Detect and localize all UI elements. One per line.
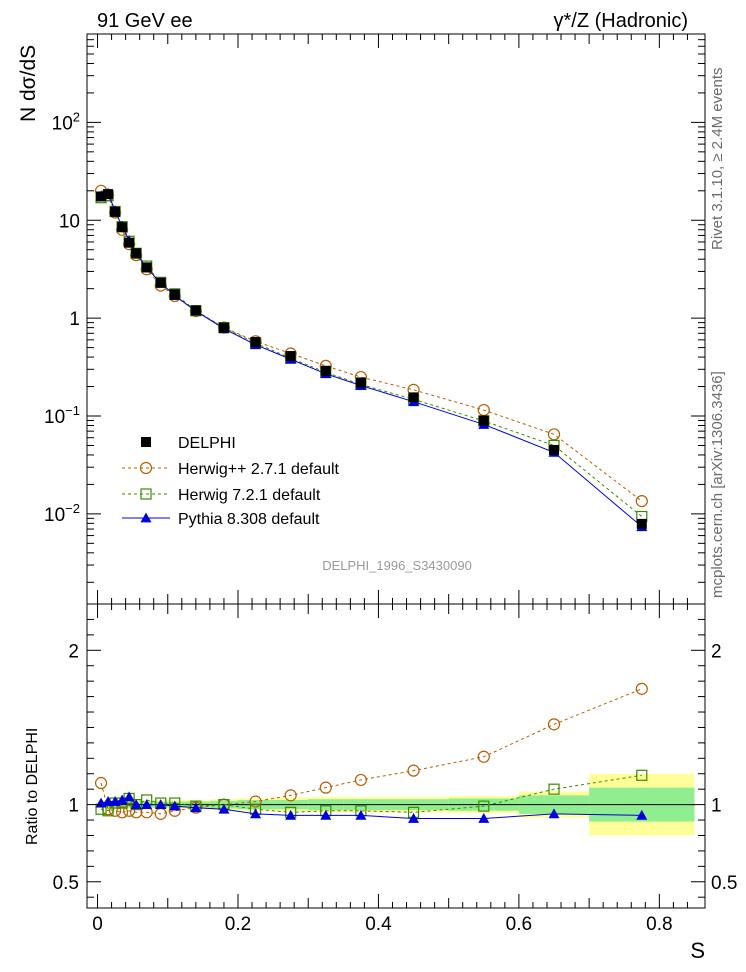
ratio-point [548, 783, 560, 795]
main-y-tick-label: 10−1 [44, 403, 80, 428]
ratio-point [285, 809, 297, 820]
data-point [169, 289, 180, 300]
ratio-point [218, 803, 230, 814]
data-point [96, 191, 107, 202]
ratio-point [548, 808, 560, 819]
data-point [355, 377, 366, 388]
ratio-point [123, 791, 135, 802]
data-point [636, 518, 647, 529]
main-y-tick-label: 1 [69, 309, 80, 330]
ratio-point [478, 812, 490, 823]
main-y-tick-label: 102 [52, 109, 80, 134]
ratio-point [130, 799, 142, 810]
mcplots-side-label: mcplots.cern.ch [arXiv:1306.3436] [709, 371, 726, 598]
data-point [131, 248, 142, 259]
ratio-point [102, 796, 114, 806]
ratio-y-tick-label-right: 0.5 [711, 873, 737, 894]
legend-label: Herwig++ 2.7.1 default [178, 461, 340, 478]
ratio-point [190, 802, 202, 813]
data-point [141, 262, 152, 273]
legend-label: DELPHI [178, 435, 236, 452]
ratio-point [408, 812, 420, 823]
ratio-point [250, 808, 262, 819]
ratio-y-tick-label-left: 2 [68, 641, 79, 662]
ratio-y-tick-label-right: 2 [711, 641, 722, 662]
ratio-point [635, 682, 648, 695]
ratio-point [636, 769, 648, 781]
legend-label: Pythia 8.308 default [178, 511, 320, 528]
x-tick-label: 0 [92, 914, 103, 935]
data-point [250, 337, 261, 348]
main-y-tick-label: 10 [59, 211, 80, 232]
ratio-panel-axes: 0.5 0.5 1 1 2 2 0 0.2 0.4 0.6 0.8 [53, 603, 737, 935]
mc-point [635, 495, 648, 508]
legend-marker [141, 437, 151, 447]
mc-point [547, 428, 561, 441]
ratio-point [407, 764, 420, 777]
x-tick-label: 0.2 [225, 914, 251, 935]
rivet-side-label: Rivet 3.1.10, ≥ 2.4M events [709, 68, 726, 251]
ratio-point [94, 776, 108, 790]
legend-marker [140, 512, 152, 523]
ratio-point [636, 809, 648, 820]
ratio-point [320, 809, 332, 820]
x-tick-label: 0.4 [365, 914, 392, 935]
data-point [117, 222, 128, 233]
ratio-point [155, 799, 167, 810]
header-right: γ*/Z (Hadronic) [554, 10, 688, 32]
main-y-tick-label: 10−2 [44, 501, 80, 526]
legend-label: Herwig 7.2.1 default [178, 487, 321, 504]
main-y-axis-label: N dσ/dS [17, 45, 40, 122]
legend: DELPHI Herwig++ 2.7.1 default Herwig 7.2.1… [122, 435, 340, 528]
ratio-y-tick-label-left: 1 [68, 796, 79, 817]
ratio-frame-rect [86, 603, 706, 909]
data-point [285, 351, 296, 362]
header-left: 91 GeV ee [97, 10, 193, 32]
data-point [124, 237, 135, 248]
ratio-uncertainty-bands [97, 773, 695, 836]
ratio-point [354, 773, 367, 787]
legend-marker [139, 461, 153, 475]
data-point [103, 189, 114, 200]
ratio-y-tick-label-left: 0.5 [53, 873, 79, 894]
data-point [408, 392, 419, 403]
data-point [478, 415, 489, 426]
ratio-point [123, 804, 136, 817]
ratio-point [477, 750, 490, 763]
ratio-point [116, 794, 128, 805]
ratio-point [478, 800, 490, 812]
x-tick-label: 0.6 [506, 914, 532, 935]
ratio-y-tick-label-right: 1 [711, 796, 722, 817]
ratio-point [547, 718, 561, 731]
data-point [190, 305, 201, 316]
ratio-point [284, 789, 297, 802]
ratio-panel-data [94, 682, 648, 823]
analysis-watermark: DELPHI_1996_S3430090 [322, 558, 472, 573]
main-panel-data [94, 184, 648, 532]
legend-marker [140, 488, 152, 500]
data-point [110, 206, 121, 217]
ratio-point [355, 809, 367, 820]
ratio-point [319, 781, 332, 794]
ratio-point [141, 799, 153, 810]
data-point [549, 444, 560, 455]
data-point [218, 322, 229, 333]
data-point [155, 277, 166, 288]
ratio-point [116, 806, 129, 819]
ratio-y-axis-label: Ratio to DELPHI [24, 728, 41, 845]
x-tick-label: 0.8 [646, 914, 672, 935]
data-point [320, 365, 331, 376]
x-axis-label: S [690, 938, 705, 963]
main-panel-axes: 10−2 10−1 1 10 102 [44, 33, 705, 604]
main-series-line [100, 190, 643, 502]
ratio-point [169, 800, 181, 811]
ratio-point [249, 795, 262, 808]
